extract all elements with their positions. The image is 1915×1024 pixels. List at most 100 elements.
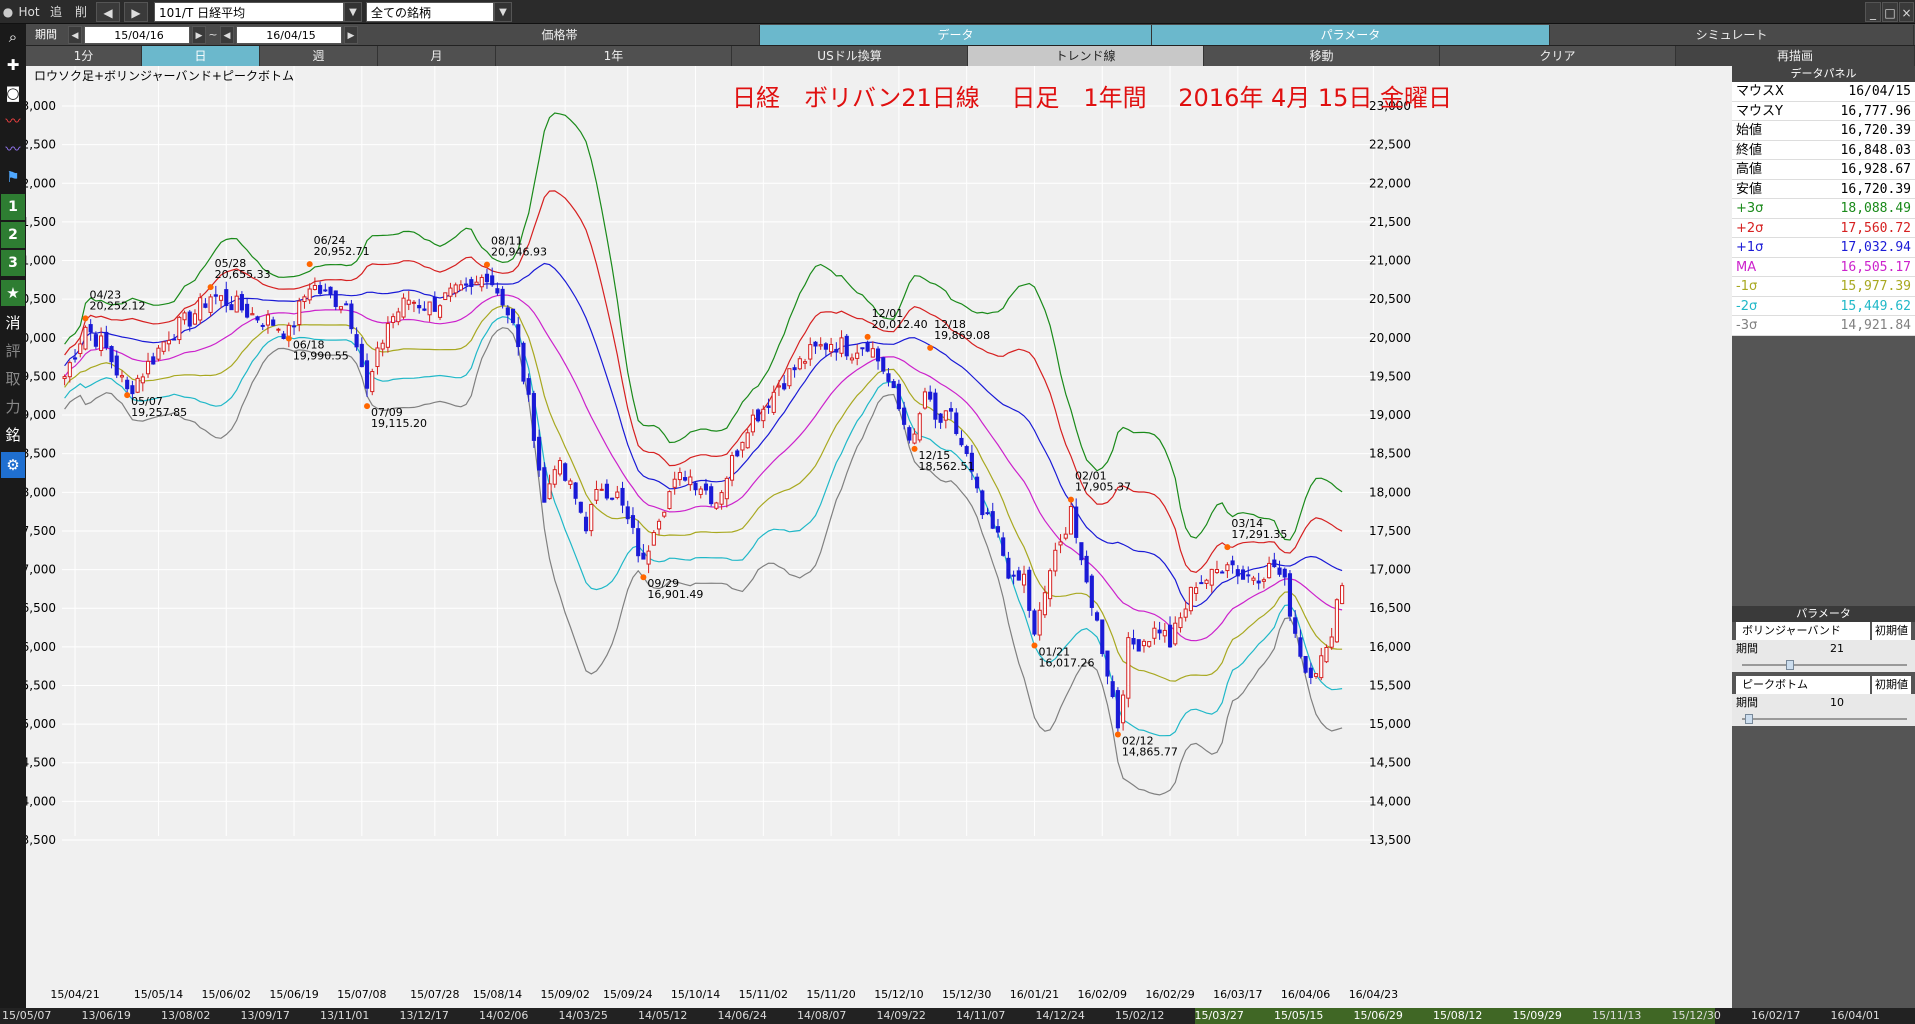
minimize-icon[interactable]: _: [1865, 2, 1881, 22]
tab-clear[interactable]: クリア: [1440, 46, 1676, 66]
trace-button[interactable]: 追: [49, 5, 62, 19]
param-panel: パラメータ ボリンジャーバンド 初期値 期間 21 ピークボトム 初期値 期間 10: [1732, 606, 1915, 726]
navigator-date-label[interactable]: 15/09/29: [1512, 1009, 1562, 1022]
navigator-date-label[interactable]: 13/06/19: [81, 1009, 131, 1022]
peak-period-value[interactable]: 10: [1830, 696, 1844, 709]
navigator-date-label[interactable]: 14/03/25: [558, 1009, 608, 1022]
universe-select[interactable]: 全ての銘柄: [366, 2, 494, 22]
navigator-date-label[interactable]: 14/05/12: [638, 1009, 688, 1022]
peak-marker: [1067, 496, 1074, 503]
candle-up: [443, 292, 448, 301]
data-header[interactable]: データ: [760, 25, 1152, 45]
navigator-date-label[interactable]: 15/12/30: [1671, 1009, 1721, 1022]
navigator-date-label[interactable]: 15/02/12: [1115, 1009, 1165, 1022]
peak-period-slider[interactable]: [1732, 712, 1915, 726]
peak-reset-button[interactable]: 初期値: [1872, 676, 1911, 694]
back-arrow-icon[interactable]: ◀: [96, 2, 120, 22]
sidebar-item-trade[interactable]: 取: [5, 370, 21, 388]
simulate-header[interactable]: シミュレート: [1550, 25, 1914, 45]
preset-3-button[interactable]: 3: [1, 250, 25, 276]
chart-area[interactable]: 13,500 14,000 14,500 15,000 15,500 16,000 16,5…: [26, 66, 1732, 1008]
line-chart-icon[interactable]: 〰: [5, 112, 21, 130]
prev-start-icon[interactable]: ◀: [68, 26, 82, 44]
navigator-date-label[interactable]: 13/09/17: [240, 1009, 290, 1022]
lightbulb-icon[interactable]: ●: [2, 5, 14, 19]
sidebar-item-input[interactable]: 力: [5, 398, 21, 416]
hot-button[interactable]: Hot: [18, 5, 40, 19]
candle-up: [1053, 549, 1058, 572]
navigator-date-label[interactable]: 14/02/06: [479, 1009, 529, 1022]
bollinger-period-slider[interactable]: [1732, 658, 1915, 672]
candle-down: [630, 515, 636, 528]
symbol-select[interactable]: 101/T 日経平均: [154, 2, 344, 22]
navigator-date-label[interactable]: 14/12/24: [1035, 1009, 1085, 1022]
preset-2-button[interactable]: 2: [1, 222, 25, 248]
tab-redraw[interactable]: 再描画: [1676, 46, 1915, 66]
navigator-date-label[interactable]: 16/02/17: [1751, 1009, 1801, 1022]
prev-end-icon[interactable]: ◀: [220, 26, 234, 44]
bollinger-reset-button[interactable]: 初期値: [1872, 622, 1911, 640]
tab-day[interactable]: 日: [142, 46, 260, 66]
star-icon[interactable]: ★: [1, 280, 25, 306]
candle-down: [151, 356, 156, 365]
sidebar-item-erase[interactable]: 消: [5, 314, 21, 332]
slider-thumb[interactable]: [1745, 714, 1754, 724]
parameter-header[interactable]: パラメータ: [1152, 25, 1550, 45]
chevron-down-icon[interactable]: ▼: [344, 2, 362, 22]
delete-button[interactable]: 削: [74, 5, 87, 19]
bollinger-period-value[interactable]: 21: [1830, 642, 1844, 655]
camera-icon[interactable]: ◙: [5, 84, 21, 102]
navigator-date-label[interactable]: 13/12/17: [399, 1009, 449, 1022]
navigator-date-label[interactable]: 15/06/29: [1353, 1009, 1403, 1022]
navigator-date-label[interactable]: 15/05/07: [2, 1009, 52, 1022]
x-tick-label: 15/12/10: [874, 988, 923, 1001]
tab-month[interactable]: 月: [378, 46, 496, 66]
crosshair-icon[interactable]: ✚: [6, 56, 20, 74]
end-date-field[interactable]: 16/04/15: [236, 26, 342, 44]
data-panel-value: 16/04/15: [1848, 84, 1911, 99]
candle-down: [954, 412, 959, 434]
tab-1min[interactable]: 1分: [26, 46, 142, 66]
flag-icon[interactable]: ⚑: [6, 168, 20, 186]
navigator-date-label[interactable]: 13/08/02: [161, 1009, 211, 1022]
next-start-icon[interactable]: ▶: [192, 26, 206, 44]
date-navigator[interactable]: 15/05/07 13/06/19 13/08/02 13/09/17 13/11/01…: [0, 1008, 1915, 1024]
navigator-date-label[interactable]: 15/08/12: [1433, 1009, 1483, 1022]
chevron-down-icon[interactable]: ▼: [494, 2, 512, 22]
candle-up: [1340, 585, 1345, 605]
close-icon[interactable]: ×: [1899, 2, 1914, 22]
tab-week[interactable]: 週: [260, 46, 378, 66]
preset-1-button[interactable]: 1: [1, 194, 25, 220]
data-panel-row: 始値 16,720.39: [1732, 121, 1915, 141]
navigator-date-label[interactable]: 14/09/22: [876, 1009, 926, 1022]
navigator-date-label[interactable]: 15/05/15: [1274, 1009, 1324, 1022]
candle-up: [411, 301, 417, 304]
settings-gear-icon[interactable]: ⚙: [1, 452, 25, 478]
navigator-date-label[interactable]: 15/03/27: [1194, 1009, 1244, 1022]
navigator-date-label[interactable]: 14/11/07: [956, 1009, 1006, 1022]
candle-up: [646, 550, 651, 565]
navigator-date-label[interactable]: 14/08/07: [797, 1009, 847, 1022]
peak-date-label: 12/15: [919, 449, 951, 462]
sidebar-item-stock[interactable]: 銘: [5, 426, 21, 444]
price-range-header[interactable]: 価格帯: [360, 25, 760, 45]
candle-down: [875, 348, 881, 362]
peak-marker: [911, 445, 918, 452]
tab-usd[interactable]: USドル換算: [732, 46, 968, 66]
navigator-date-label[interactable]: 14/06/24: [717, 1009, 767, 1022]
-3sigma-band: [64, 327, 1343, 796]
sidebar-item-review[interactable]: 評: [5, 342, 21, 360]
tab-trendline[interactable]: トレンド線: [968, 46, 1204, 66]
search-icon[interactable]: ⌕: [8, 28, 18, 46]
maximize-icon[interactable]: □: [1882, 2, 1898, 22]
forward-arrow-icon[interactable]: ▶: [124, 2, 148, 22]
tab-move[interactable]: 移動: [1204, 46, 1440, 66]
navigator-date-label[interactable]: 16/04/01: [1830, 1009, 1880, 1022]
indicator-icon[interactable]: 〰: [5, 140, 21, 158]
tab-1year[interactable]: 1年: [496, 46, 732, 66]
slider-thumb[interactable]: [1785, 660, 1794, 670]
navigator-date-label[interactable]: 13/11/01: [320, 1009, 370, 1022]
next-end-icon[interactable]: ▶: [344, 26, 358, 44]
start-date-field[interactable]: 15/04/16: [84, 26, 190, 44]
navigator-date-label[interactable]: 15/11/13: [1592, 1009, 1642, 1022]
